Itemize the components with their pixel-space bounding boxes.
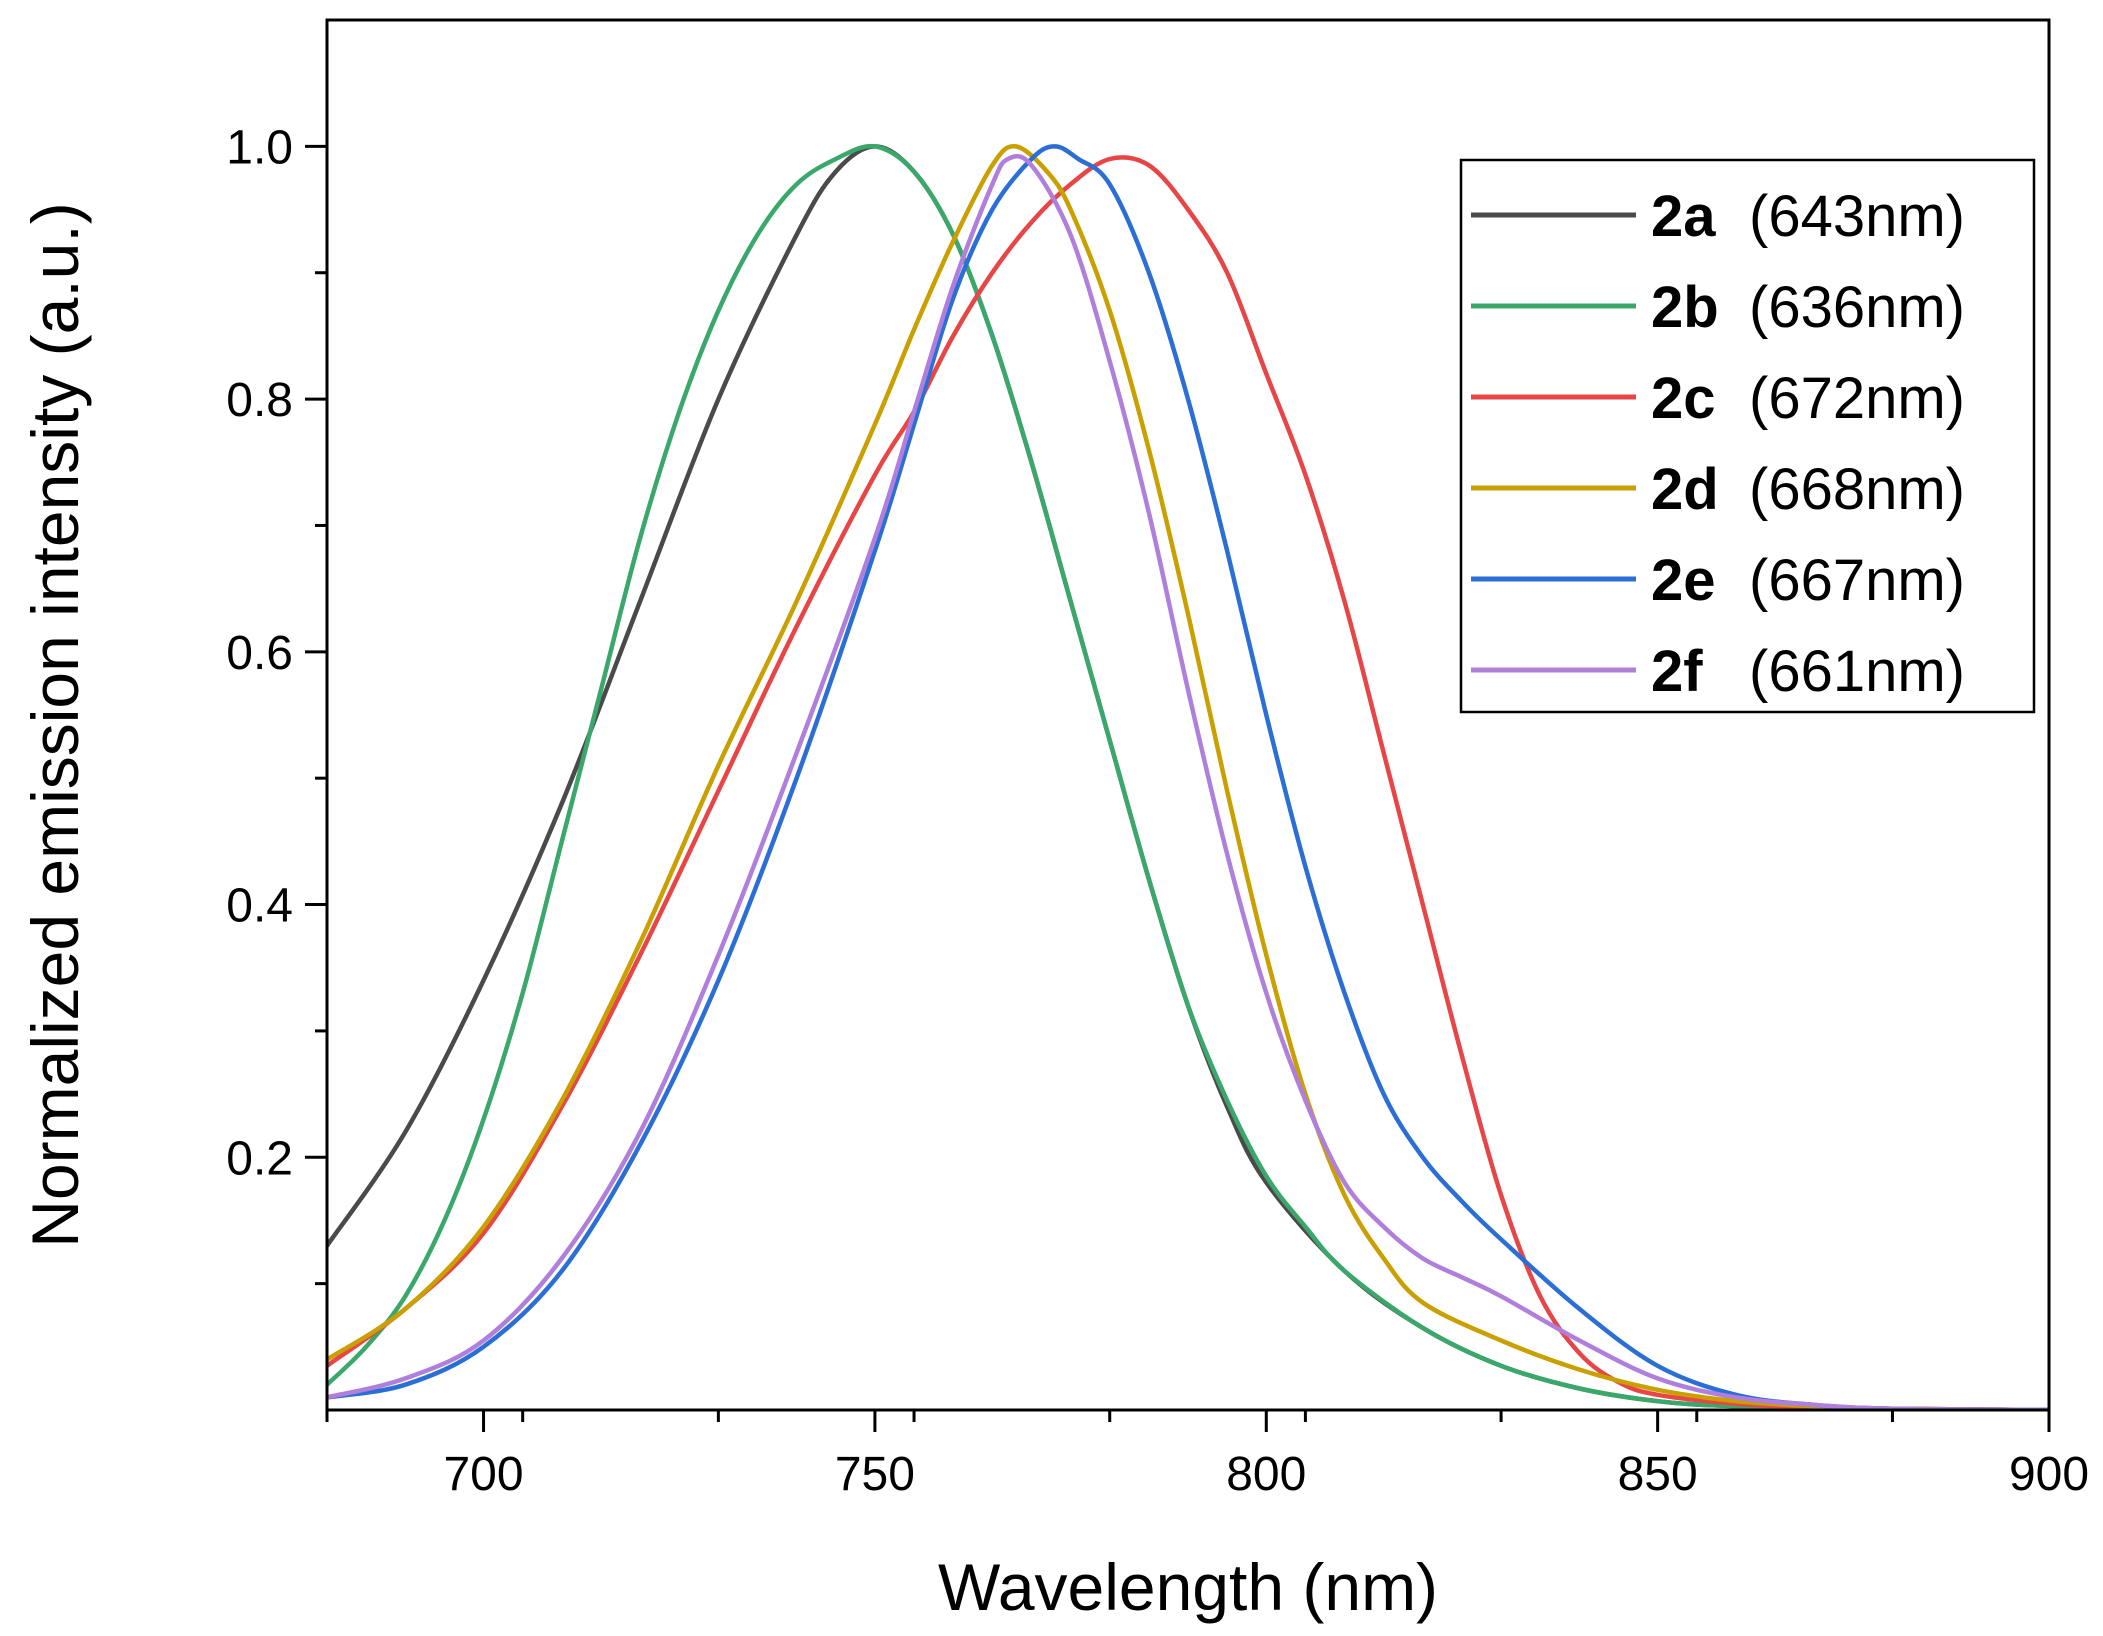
legend-series-id: 2b: [1651, 275, 1719, 340]
series-line-2c: [327, 155, 2049, 1410]
legend-series-id: 2d: [1651, 457, 1719, 522]
legend-series-label: (636nm): [1749, 275, 1965, 340]
x-tick-label: 850: [1618, 1448, 1698, 1501]
y-tick-label: 0.6: [226, 627, 293, 680]
legend-series-label: (668nm): [1749, 457, 1965, 522]
legend-box: [1459, 158, 2036, 714]
y-axis-title: Normalized emission intensity (a.u.): [18, 202, 92, 1247]
series-line-2e: [327, 144, 2049, 1410]
x-tick-label: 900: [2009, 1448, 2089, 1501]
y-tick-label: 1.0: [226, 121, 293, 174]
y-tick-label: 0.8: [226, 374, 293, 427]
legend: 2a (643nm) 2b (636nm) 2c (672nm) 2d (668nm) 2e (6…: [1459, 158, 2036, 714]
series-curves: [327, 143, 2049, 1410]
x-axis-title: Wavelength (nm): [938, 1550, 1438, 1624]
legend-series-label: (643nm): [1749, 184, 1965, 249]
legend-series-id: 2f: [1651, 639, 1703, 704]
y-tick-label: 0.4: [226, 880, 293, 933]
y-tick-label: 0.2: [226, 1132, 293, 1185]
series-line-2f: [327, 153, 2049, 1410]
series-line-2b: [327, 143, 2049, 1410]
legend-series-label: (661nm): [1749, 639, 1965, 704]
legend-series-label: (672nm): [1749, 366, 1965, 431]
x-tick-label: 800: [1226, 1448, 1306, 1501]
x-tick-label: 700: [443, 1448, 523, 1501]
legend-series-id: 2a: [1651, 184, 1716, 249]
y-axis: 0.2 0.4 0.6 0.8 1.0: [226, 121, 327, 1286]
x-tick-label: 750: [835, 1448, 915, 1501]
plot-frame: [325, 18, 2051, 1412]
x-axis: 700 750 800 850 900: [325, 1410, 2089, 1501]
legend-series-id: 2c: [1651, 366, 1716, 431]
legend-series-id: 2e: [1651, 548, 1716, 613]
legend-series-label: (667nm): [1749, 548, 1965, 613]
series-line-2d: [327, 144, 2049, 1410]
